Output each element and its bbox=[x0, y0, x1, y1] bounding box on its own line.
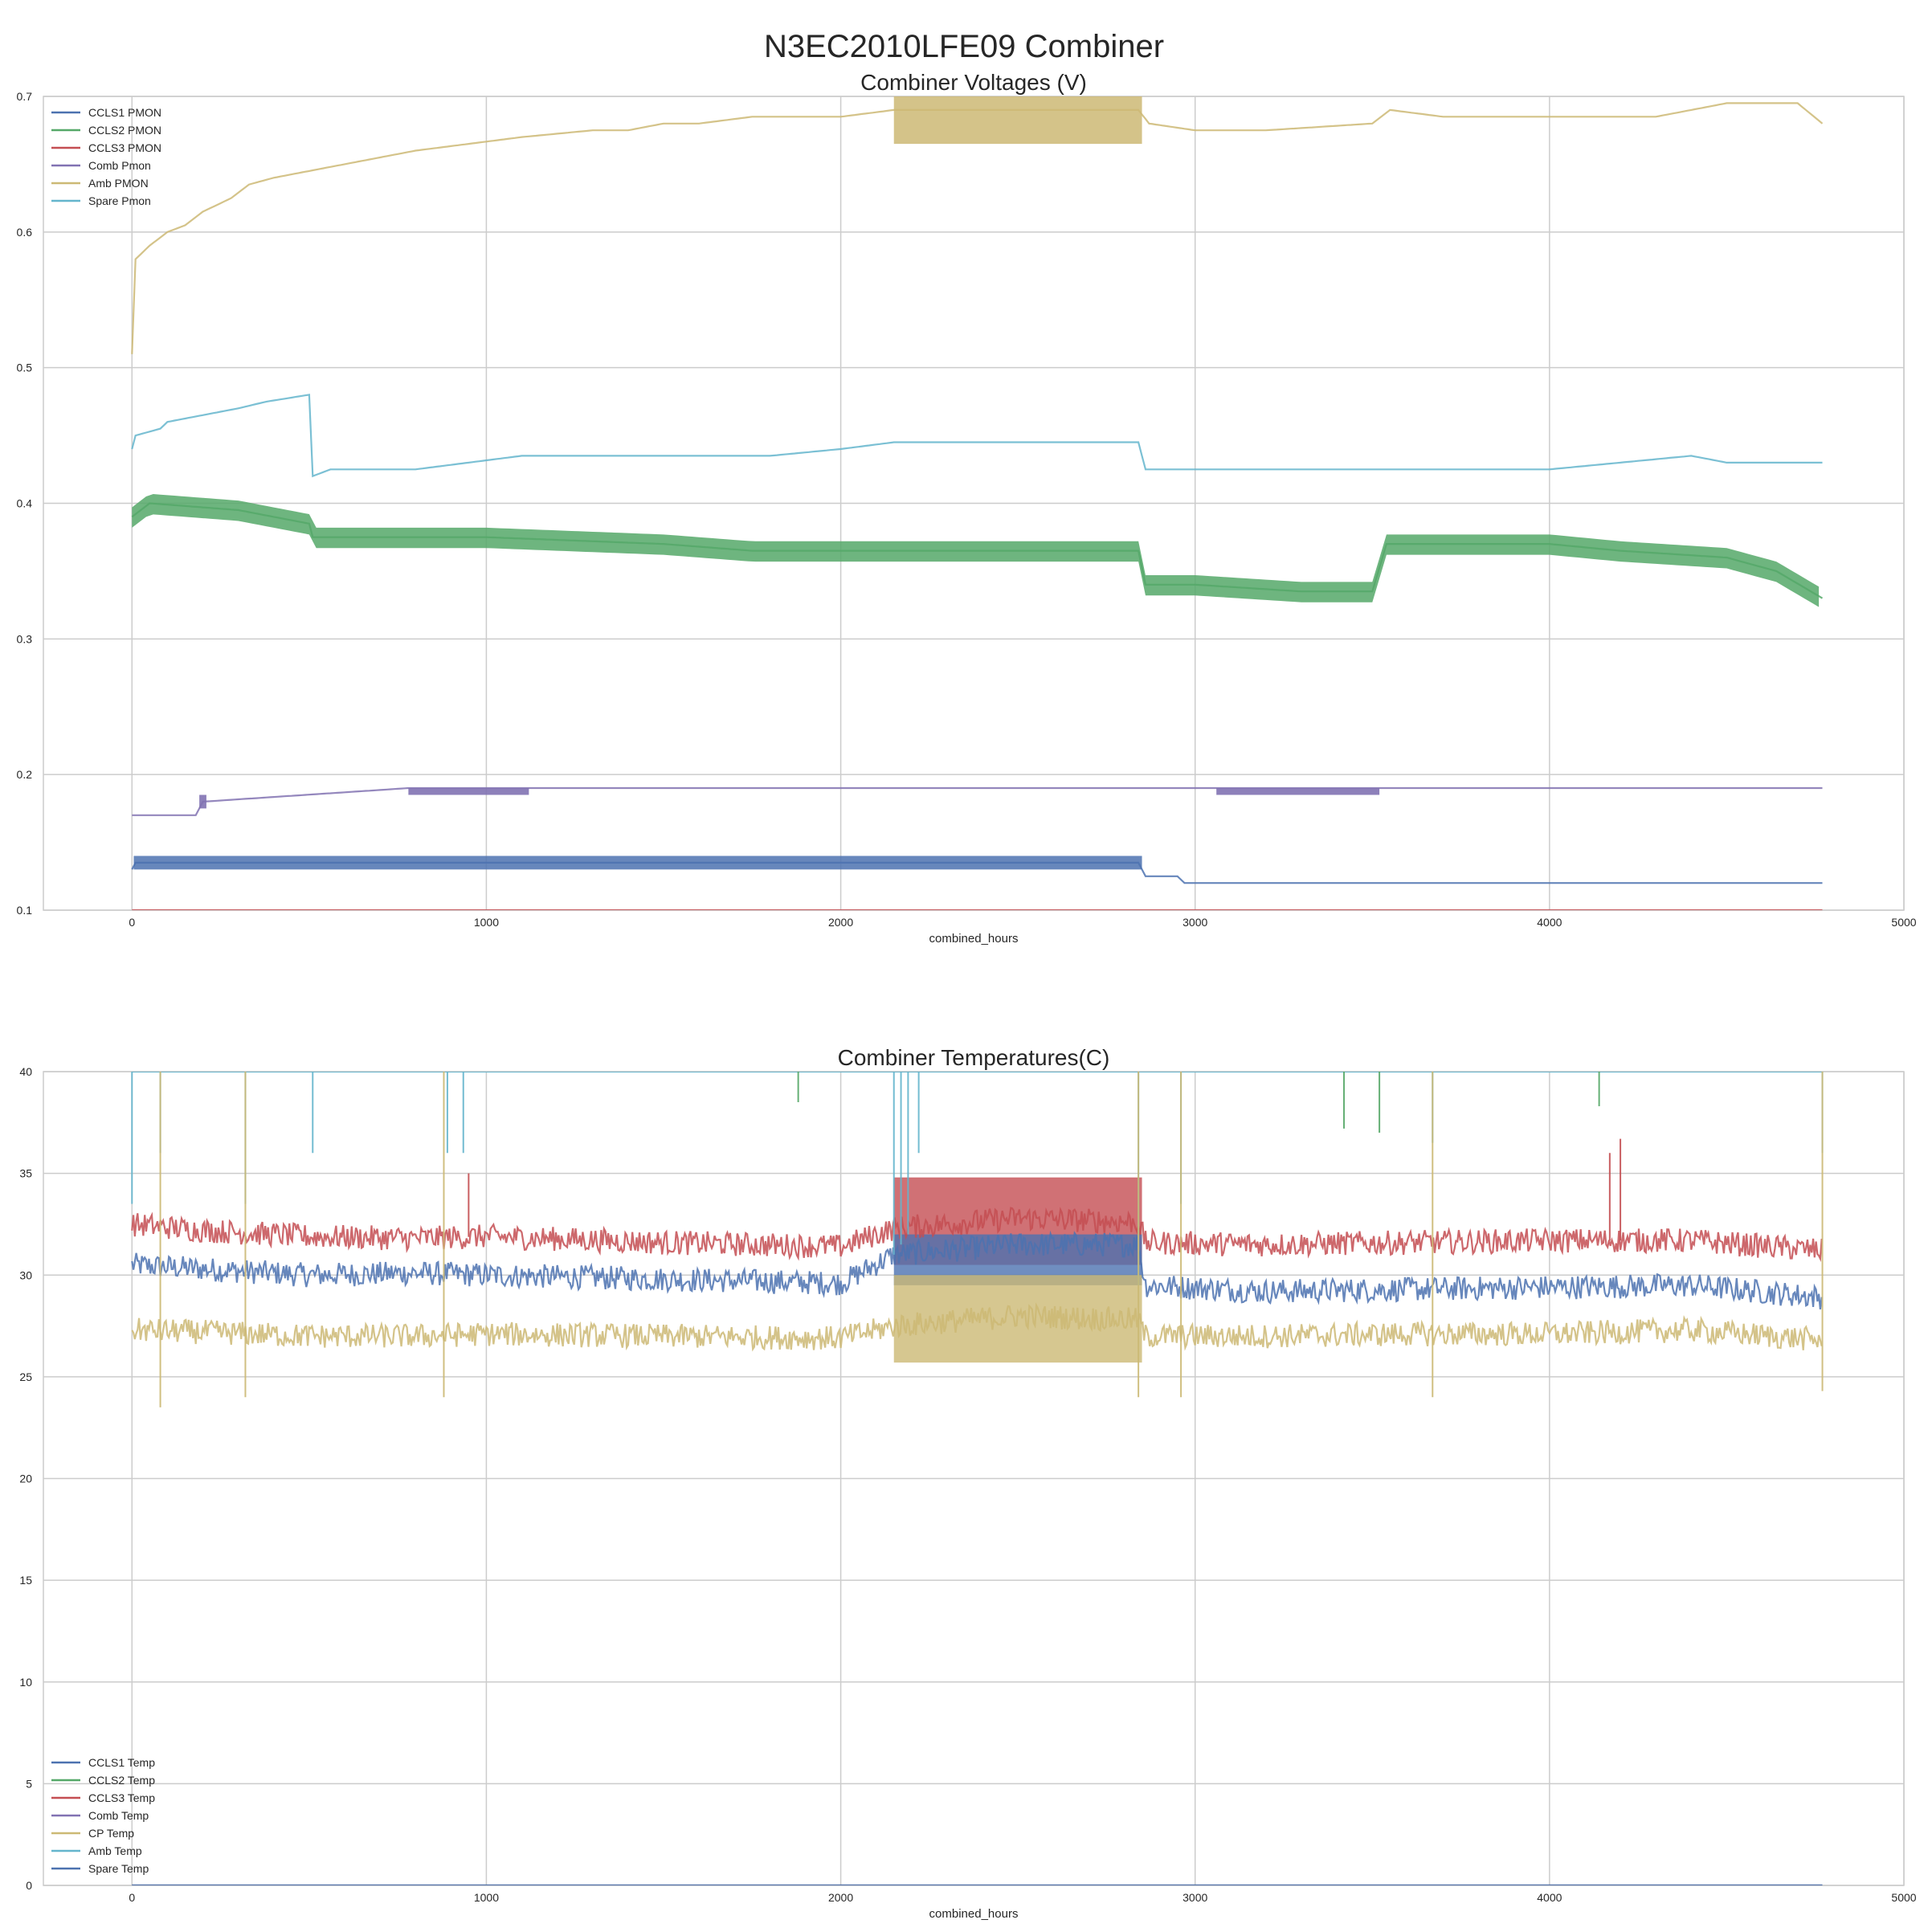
y-tick-label: 15 bbox=[19, 1574, 32, 1587]
x-tick-label: 1000 bbox=[474, 1891, 499, 1904]
series-line bbox=[131, 102, 1824, 354]
plot-area bbox=[131, 1072, 1824, 1885]
legend-label-ccls3-temp: CCLS3 Temp bbox=[88, 1791, 155, 1804]
legend-label-amb-pmon: Amb PMON bbox=[88, 177, 149, 190]
x-tick-label: 3000 bbox=[1183, 916, 1207, 929]
legend-label-amb-temp: Amb Temp bbox=[88, 1844, 142, 1857]
legend-label-cp-temp: CP Temp bbox=[88, 1827, 134, 1840]
x-tick-label: 0 bbox=[129, 1891, 135, 1904]
chart-title: Combiner Voltages (V) bbox=[860, 70, 1087, 95]
y-tick-label: 0.3 bbox=[17, 632, 33, 645]
x-tick-label: 2000 bbox=[828, 1891, 853, 1904]
series-ccls1-temp bbox=[131, 1230, 1823, 1310]
legend-label-ccls2-pmon: CCLS2 PMON bbox=[88, 124, 161, 137]
series-line bbox=[131, 1230, 1823, 1310]
series-comb-pmon bbox=[132, 786, 1823, 816]
series-line bbox=[131, 394, 1823, 478]
y-tick-label: 0.2 bbox=[17, 768, 33, 781]
x-tick-label: 4000 bbox=[1537, 916, 1562, 929]
y-tick-label: 0.1 bbox=[17, 904, 33, 917]
series-line bbox=[132, 786, 1823, 816]
temperature-chart: Combiner Temperatures(C)0 1000 2000 3000 400… bbox=[19, 1045, 1916, 1921]
y-tick-label: 0.5 bbox=[17, 361, 33, 374]
y-tick-label: 25 bbox=[19, 1370, 32, 1383]
x-axis-label: combined_hours bbox=[929, 1907, 1019, 1921]
legend-label-ccls1-pmon: CCLS1 PMON bbox=[88, 106, 161, 119]
y-tick-label: 0.7 bbox=[17, 90, 33, 103]
series-cp-temp bbox=[131, 1302, 1823, 1352]
series-ccls3-temp bbox=[131, 1207, 1823, 1263]
y-tick-label: 0.4 bbox=[17, 497, 33, 510]
legend-label-spare-pmon: Spare Pmon bbox=[88, 194, 151, 207]
series-ccls1-pmon bbox=[131, 856, 1823, 884]
legend-label-ccls2-temp: CCLS2 Temp bbox=[88, 1774, 155, 1787]
y-tick-label: 5 bbox=[26, 1777, 32, 1790]
x-tick-label: 5000 bbox=[1891, 916, 1916, 929]
legend-label-ccls1-temp: CCLS1 Temp bbox=[88, 1756, 155, 1769]
series-band bbox=[893, 96, 1142, 145]
plot-area bbox=[131, 96, 1824, 910]
x-tick-label: 3000 bbox=[1183, 1891, 1207, 1904]
legend: CCLS1 Temp CCLS2 Temp CCLS3 Temp Comb Temp C… bbox=[51, 1756, 155, 1875]
series-ccls2-pmon bbox=[131, 494, 1824, 607]
y-tick-label: 30 bbox=[19, 1268, 32, 1281]
y-tick-label: 0.6 bbox=[17, 226, 33, 239]
y-tick-label: 35 bbox=[19, 1167, 32, 1180]
y-tick-label: 10 bbox=[19, 1676, 32, 1689]
legend-label-spare-temp: Spare Temp bbox=[88, 1862, 149, 1875]
legend-label-ccls3-pmon: CCLS3 PMON bbox=[88, 141, 161, 154]
legend-label-comb-temp: Comb Temp bbox=[88, 1809, 149, 1822]
y-tick-label: 20 bbox=[19, 1472, 32, 1485]
series-line bbox=[131, 1207, 1823, 1263]
y-tick-label: 40 bbox=[19, 1065, 32, 1078]
x-tick-label: 5000 bbox=[1891, 1891, 1916, 1904]
series-line bbox=[131, 1302, 1823, 1352]
y-tick-label: 0 bbox=[26, 1879, 32, 1892]
series-amb-pmon bbox=[131, 96, 1824, 354]
x-axis-label: combined_hours bbox=[929, 932, 1019, 946]
series-line bbox=[131, 502, 1824, 599]
x-tick-label: 4000 bbox=[1537, 1891, 1562, 1904]
series-band bbox=[1216, 788, 1380, 795]
x-tick-label: 1000 bbox=[474, 916, 499, 929]
voltage-chart: Combiner Voltages (V) 0 1000 2000 3000 4000 50… bbox=[17, 70, 1917, 946]
figure-title: N3EC2010LFE09 Combiner bbox=[763, 29, 1165, 64]
legend: CCLS1 PMON CCLS2 PMON CCLS3 PMON Comb Pmon A… bbox=[51, 106, 161, 207]
series-line bbox=[131, 861, 1823, 884]
series-band bbox=[408, 788, 529, 795]
x-tick-label: 0 bbox=[129, 916, 135, 929]
x-tick-label: 2000 bbox=[828, 916, 853, 929]
legend-label-comb-pmon: Comb Pmon bbox=[88, 159, 151, 172]
chart-title: Combiner Temperatures(C) bbox=[838, 1045, 1110, 1070]
series-spare-pmon bbox=[131, 394, 1823, 478]
